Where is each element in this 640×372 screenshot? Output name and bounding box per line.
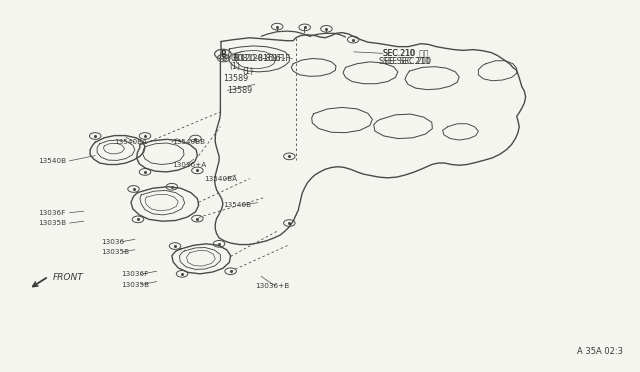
Text: 13035B: 13035B xyxy=(121,282,149,288)
Text: 13036F: 13036F xyxy=(38,210,65,216)
Text: 13540BA: 13540BA xyxy=(204,176,237,182)
Text: SEC.210: SEC.210 xyxy=(383,49,416,58)
Text: A 35A 02:3: A 35A 02:3 xyxy=(577,347,623,356)
Text: 13035B: 13035B xyxy=(38,220,66,226)
Text: SEC.210  参図: SEC.210 参図 xyxy=(383,49,428,58)
Text: 13036F: 13036F xyxy=(121,271,148,277)
Text: 13589: 13589 xyxy=(227,86,253,95)
Text: (1): (1) xyxy=(242,67,253,76)
Text: (1): (1) xyxy=(229,62,241,71)
Text: B: B xyxy=(221,54,226,62)
Text: 13540BA: 13540BA xyxy=(114,139,147,145)
Text: 13036+A: 13036+A xyxy=(172,161,206,167)
Text: 13540B: 13540B xyxy=(38,158,66,164)
Text: SEE SEC.210: SEE SEC.210 xyxy=(383,57,431,66)
Text: SEE SEC.210: SEE SEC.210 xyxy=(380,57,430,66)
Text: 13035B: 13035B xyxy=(102,249,130,255)
Text: 13036: 13036 xyxy=(102,238,125,245)
Text: 13036+B: 13036+B xyxy=(255,283,289,289)
Text: 08120-8161F-: 08120-8161F- xyxy=(230,54,286,62)
Text: 13589: 13589 xyxy=(223,74,248,83)
Text: FRONT: FRONT xyxy=(53,273,84,282)
Text: 13540B: 13540B xyxy=(223,202,251,208)
Text: B: B xyxy=(220,49,226,58)
Text: B08120-8161F-: B08120-8161F- xyxy=(232,54,292,62)
Text: 13540BB: 13540BB xyxy=(172,139,205,145)
